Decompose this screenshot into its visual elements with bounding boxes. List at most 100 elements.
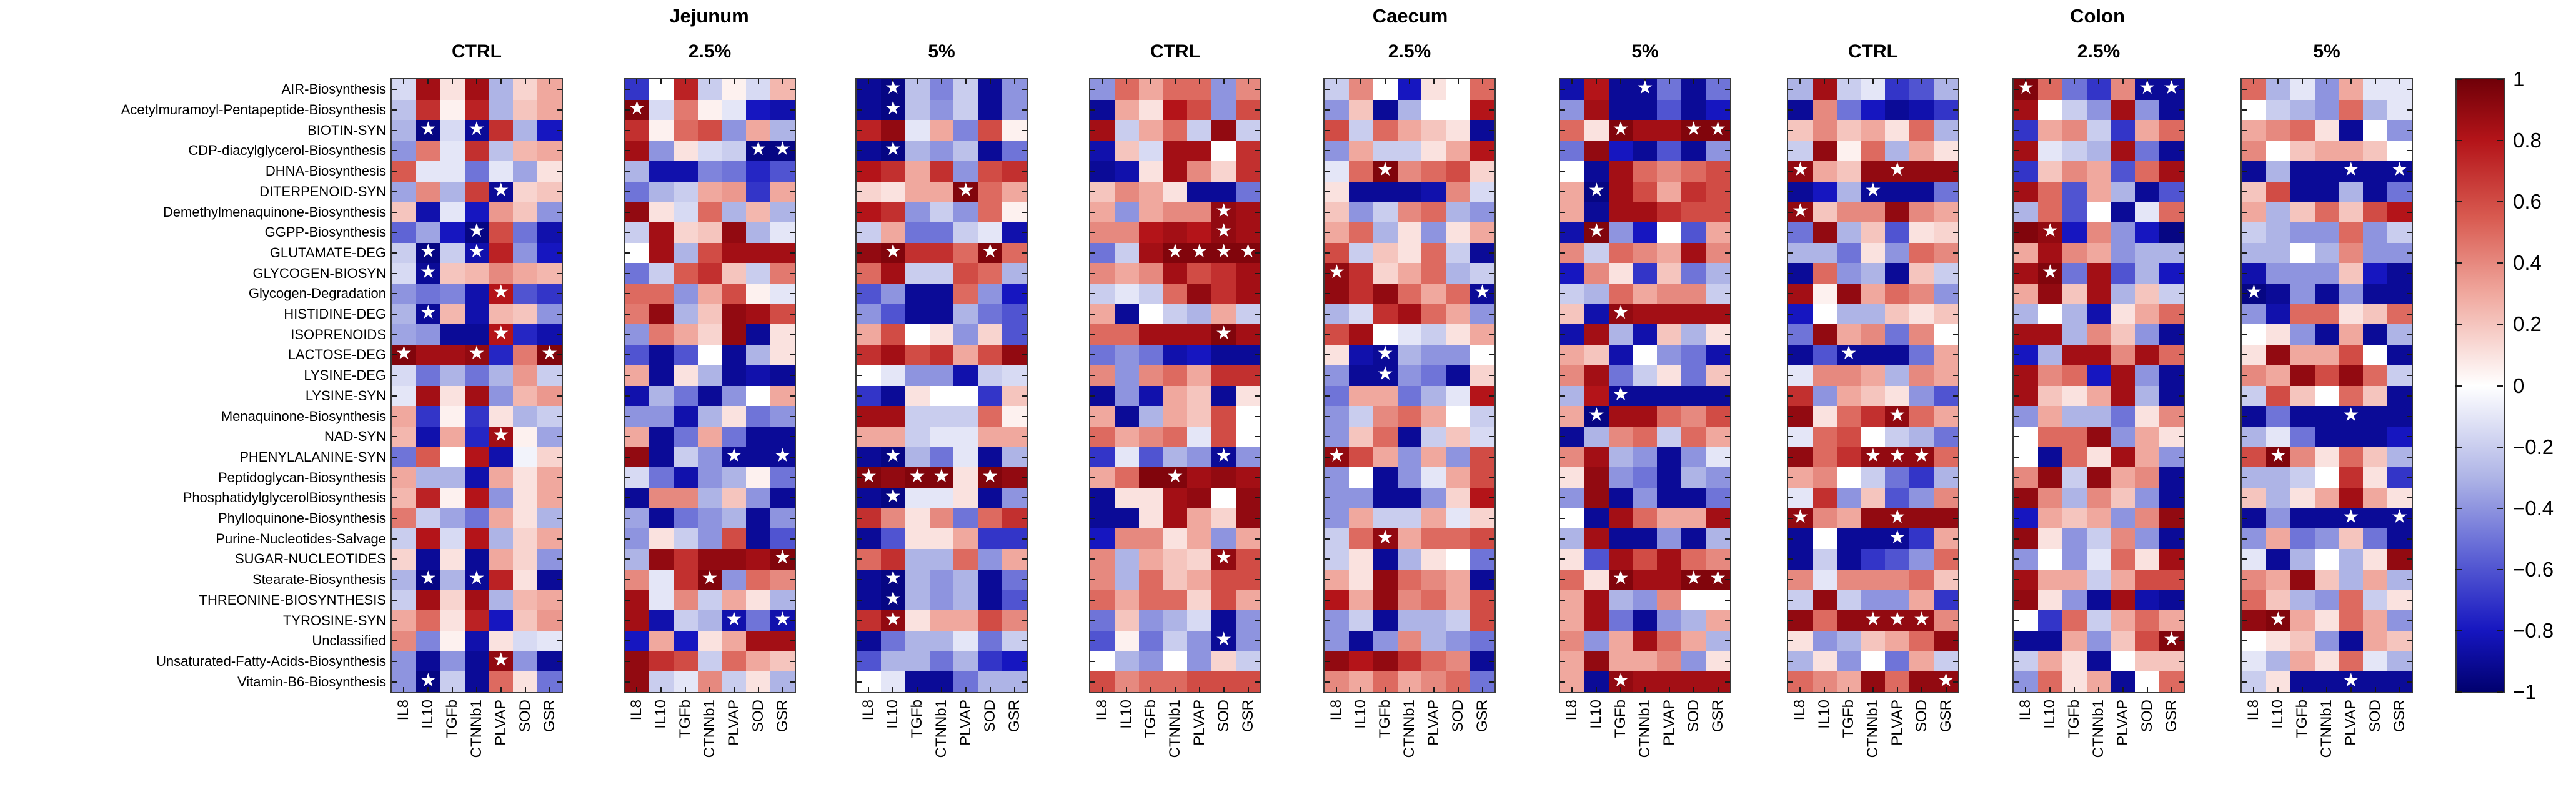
significance-star: ★ <box>1588 220 1605 242</box>
heatmap-cell <box>880 528 906 550</box>
heatmap-cell <box>722 385 747 407</box>
heatmap-cell <box>880 242 906 264</box>
axis-tick <box>1953 620 1958 621</box>
heatmap-cell <box>2135 161 2160 182</box>
heatmap-cell <box>2086 202 2111 223</box>
axis-tick <box>790 620 795 621</box>
axis-tick <box>557 395 562 397</box>
axis-tick <box>733 687 735 692</box>
heatmap-cell <box>489 141 514 162</box>
heatmap-cell <box>1584 651 1609 672</box>
heatmap-cell <box>697 99 722 121</box>
heatmap-cell <box>1885 120 1910 141</box>
axis-tick <box>1090 579 1095 581</box>
colorbar-tick-label: 1 <box>2513 67 2525 91</box>
heatmap-cell <box>905 222 930 244</box>
heatmap-cell <box>1446 508 1471 529</box>
heatmap-cell <box>513 120 538 141</box>
axis-tick <box>392 477 397 478</box>
heatmap-cell <box>2314 181 2339 202</box>
heatmap-cell <box>1187 426 1212 448</box>
heatmap-cell <box>1163 365 1188 386</box>
heatmap-cell <box>464 324 489 345</box>
axis-tick <box>1022 681 1027 683</box>
axis-tick <box>1255 640 1260 642</box>
heatmap-cell <box>1836 385 1862 407</box>
heatmap-cell <box>2290 385 2315 407</box>
heatmap-cell <box>1163 406 1188 427</box>
heatmap-cell <box>2062 426 2087 448</box>
axis-tick <box>1489 252 1494 254</box>
axis-tick <box>1725 640 1730 642</box>
heatmap-cell <box>2037 385 2063 407</box>
heatmap-cell <box>1608 467 1634 488</box>
heatmap-cell <box>1446 651 1471 672</box>
colorbar-tick-label: 0 <box>2513 374 2525 397</box>
heatmap-cell <box>1657 181 1682 202</box>
axis-tick <box>1090 252 1095 254</box>
heatmap-cell <box>1163 651 1188 672</box>
heatmap-cell <box>953 630 978 652</box>
axis-tick <box>2014 456 2019 458</box>
heatmap-cell <box>1421 549 1446 570</box>
heatmap-cell <box>415 324 441 345</box>
heatmap-cell <box>1211 99 1236 121</box>
axis-tick <box>1126 687 1128 692</box>
axis-tick <box>790 171 795 172</box>
row-label: TYROSINE-SYN <box>282 612 386 628</box>
heatmap-panel-colon-5pct: ★ ★ ★ ★ ★ ★ ★ ★ ★ <box>2240 78 2413 693</box>
heatmap-cell <box>2086 426 2111 448</box>
heatmap-cell <box>905 467 930 488</box>
axis-tick <box>2014 640 2019 642</box>
heatmap-cell <box>440 222 465 244</box>
axis-tick <box>1255 272 1260 274</box>
heatmap-cell <box>415 202 441 223</box>
axis-tick <box>2179 89 2184 91</box>
heatmap-cell <box>1211 549 1236 570</box>
heatmap-cell <box>1114 447 1140 468</box>
axis-tick <box>557 334 562 335</box>
condition-label: 5% <box>1631 41 1659 62</box>
axis-tick <box>1560 375 1565 377</box>
heatmap-cell <box>464 385 489 407</box>
heatmap-cell <box>746 630 771 652</box>
heatmap-cell <box>2339 610 2364 631</box>
heatmap-cell <box>1397 385 1422 407</box>
significance-star: ★ <box>1913 608 1931 630</box>
heatmap-panel-colon-2.5pct: ★ ★ ★ ★ ★ ★ <box>2012 78 2185 693</box>
heatmap-cell <box>440 488 465 509</box>
row-label: Peptidoglycan-Biosynthesis <box>217 469 386 485</box>
heatmap-cell <box>905 447 930 468</box>
axis-tick <box>476 687 477 692</box>
axis-tick <box>557 232 562 234</box>
axis-tick <box>857 681 862 683</box>
heatmap-cell <box>1633 508 1658 529</box>
heatmap-cell <box>905 263 930 284</box>
heatmap-cell <box>2339 528 2364 550</box>
heatmap-cell <box>1812 141 1838 162</box>
heatmap-panel-jejunum-5pct: ★ ★ ★ ★ ★ ★ ★ ★ ★ ★ ★ ★ ★ ★ ★ <box>855 78 1028 693</box>
axis-tick <box>1022 293 1027 295</box>
heatmap-cell <box>1608 222 1634 244</box>
heatmap-cell <box>1187 263 1212 284</box>
axis-tick <box>2179 375 2184 377</box>
heatmap-cell <box>978 508 1003 529</box>
axis-tick <box>2179 272 2184 274</box>
colorbar-tick <box>2497 79 2503 80</box>
colorbar-tick <box>2455 507 2462 509</box>
axis-tick <box>1489 272 1494 274</box>
heatmap-cell <box>2363 242 2388 264</box>
axis-tick <box>1489 171 1494 172</box>
heatmap-cell <box>746 590 771 611</box>
significance-star: ★ <box>884 98 902 119</box>
axis-tick <box>1022 354 1027 356</box>
heatmap-cell <box>649 304 674 325</box>
heatmap-cell <box>697 549 722 570</box>
axis-tick <box>1788 620 1793 621</box>
heatmap-cell <box>1657 222 1682 244</box>
heatmap-cell <box>978 161 1003 182</box>
axis-tick <box>2407 272 2412 274</box>
heatmap-cell <box>746 345 771 366</box>
axis-tick <box>1255 456 1260 458</box>
heatmap-cell <box>746 447 771 468</box>
